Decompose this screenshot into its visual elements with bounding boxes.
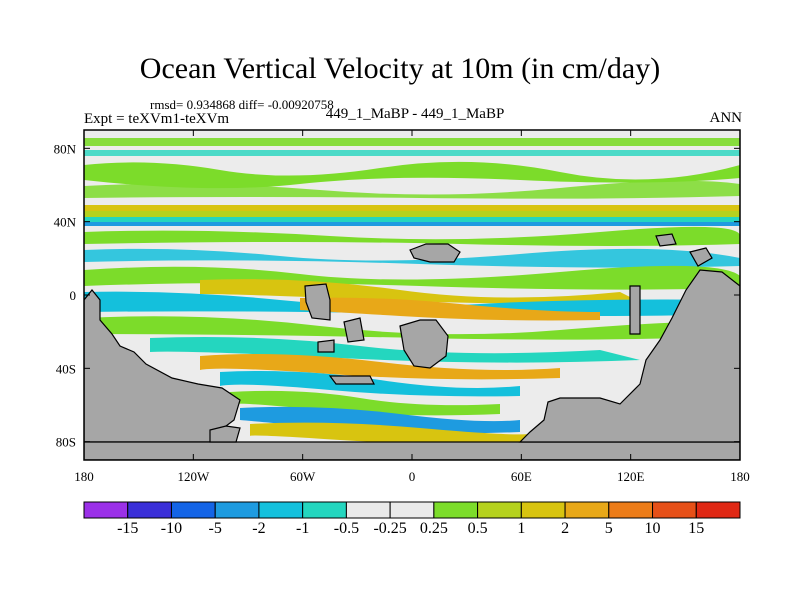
colorbar-label: 0.25 <box>420 520 448 537</box>
colorbar-label: -0.25 <box>373 520 406 537</box>
colorbar-label: 1 <box>517 520 525 537</box>
plot-area <box>84 130 740 460</box>
colorbar-label: 2 <box>561 520 569 537</box>
colorbar-swatch <box>695 501 741 519</box>
colorbar-swatch <box>258 501 304 519</box>
colorbar-swatch <box>345 501 391 519</box>
colorbar-label: -0.5 <box>334 520 359 537</box>
y-tick-label: 80S <box>56 435 76 450</box>
colorbar-label: -2 <box>252 520 265 537</box>
y-tick-label: 0 <box>70 288 77 303</box>
colorbar-label: -10 <box>161 520 182 537</box>
colorbar-swatch <box>477 501 522 519</box>
y-tick-label: 40N <box>54 215 77 230</box>
stats-label: rmsd= 0.934868 diff= -0.00920758 <box>150 97 334 112</box>
colorbar-label: 0.5 <box>468 520 488 537</box>
x-tick-label: 0 <box>409 469 416 484</box>
x-tick-label: 120W <box>177 469 210 484</box>
field-layer <box>84 138 740 444</box>
colorbar-label: 15 <box>688 520 704 537</box>
colorbar-swatch <box>520 501 566 519</box>
x-tick-label: 180 <box>74 469 94 484</box>
colorbar-label: -15 <box>117 520 138 537</box>
colorbar-swatch <box>214 501 260 519</box>
x-axis: 180 120W 60W 0 60E 120E 180 <box>74 130 750 484</box>
season-label: ANN <box>709 110 743 126</box>
colorbar-swatch <box>127 501 172 519</box>
y-axis: 80N 40N 0 40S 80S <box>54 141 740 450</box>
land-layer <box>84 233 740 460</box>
case-label: 449_1_MaBP - 449_1_MaBP <box>325 106 505 122</box>
colorbar-swatch <box>564 501 610 519</box>
colorbar-label: -1 <box>296 520 309 537</box>
y-tick-label: 80N <box>54 141 77 156</box>
colorbar-swatch <box>389 501 435 519</box>
colorbar-label: 10 <box>645 520 661 537</box>
chart-title: Ocean Vertical Velocity at 10m (in cm/da… <box>139 52 661 85</box>
x-tick-label: 120E <box>617 469 645 484</box>
colorbar-swatch <box>302 501 347 519</box>
colorbar-swatch <box>433 501 479 519</box>
x-tick-label: 60W <box>290 469 316 484</box>
colorbar-swatch <box>83 501 129 519</box>
colorbar-swatch <box>652 501 697 519</box>
colorbar-swatch <box>608 501 654 519</box>
x-tick-label: 60E <box>511 469 532 484</box>
colorbar-swatch <box>170 501 216 519</box>
experiment-label: Expt = teXVm1-teXVm <box>84 111 230 127</box>
y-tick-label: 40S <box>56 361 76 376</box>
colorbar-label: 5 <box>605 520 613 537</box>
colorbar-label: -5 <box>209 520 222 537</box>
colorbar: -15 -10 -5 -2 -1 -0.5 -0.25 0.25 0.5 1 2 5 10 15 <box>83 501 741 537</box>
x-tick-label: 180 <box>730 469 750 484</box>
